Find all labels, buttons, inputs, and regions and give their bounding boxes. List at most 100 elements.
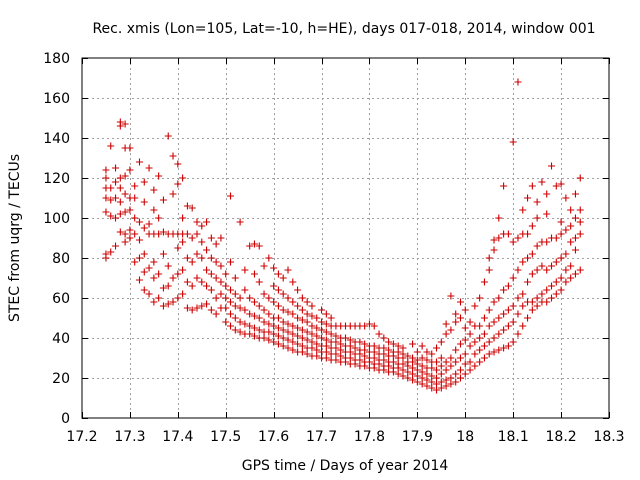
data-point <box>250 332 258 340</box>
data-point <box>370 354 378 362</box>
data-point <box>222 304 230 312</box>
data-point <box>562 250 570 258</box>
data-point <box>193 250 201 258</box>
data-point <box>308 344 316 352</box>
data-point <box>298 294 306 302</box>
data-point <box>433 380 441 388</box>
data-point <box>514 294 522 302</box>
y-tick-label: 0 <box>61 411 70 427</box>
data-point <box>203 300 211 308</box>
data-point <box>413 372 421 380</box>
y-tick-label: 100 <box>43 211 70 227</box>
data-point <box>380 334 388 342</box>
data-point <box>236 328 244 336</box>
data-point <box>265 336 273 344</box>
data-point <box>385 346 393 354</box>
data-point <box>116 184 124 192</box>
data-point <box>552 278 560 286</box>
data-point <box>164 300 172 308</box>
data-point <box>174 270 182 278</box>
data-point <box>212 294 220 302</box>
data-point <box>471 350 479 358</box>
data-point <box>548 162 556 170</box>
data-point <box>447 380 455 388</box>
data-point <box>342 334 349 342</box>
data-point <box>456 354 464 362</box>
data-point <box>135 276 143 284</box>
y-tick-label: 160 <box>43 91 70 107</box>
data-point <box>485 350 493 358</box>
data-point <box>361 352 369 360</box>
data-point <box>452 310 460 318</box>
data-point <box>461 324 469 332</box>
data-point <box>140 250 148 258</box>
data-point <box>476 358 484 366</box>
data-point <box>490 318 498 326</box>
data-point <box>135 218 143 226</box>
data-point <box>318 326 326 334</box>
data-point <box>294 286 302 294</box>
data-point <box>562 266 570 274</box>
data-point <box>193 304 201 312</box>
data-point <box>313 332 321 340</box>
data-point <box>174 294 182 302</box>
data-point <box>480 330 488 338</box>
data-point <box>241 286 249 294</box>
data-point <box>485 338 493 346</box>
data-point <box>524 314 532 322</box>
data-point <box>270 330 278 338</box>
data-point <box>504 322 512 330</box>
data-point <box>294 302 302 310</box>
data-point <box>500 344 508 352</box>
data-point <box>140 224 148 232</box>
data-point <box>121 190 129 198</box>
data-point <box>145 220 153 228</box>
data-point <box>107 184 115 192</box>
data-point <box>509 338 517 346</box>
data-point <box>576 218 584 226</box>
data-point <box>567 238 575 246</box>
data-point <box>557 180 565 188</box>
data-point <box>303 298 311 306</box>
data-point <box>241 266 249 274</box>
data-point <box>203 282 211 290</box>
data-point <box>423 382 431 390</box>
data-point <box>102 166 110 174</box>
data-point <box>135 236 143 244</box>
plot-frame <box>81 57 610 419</box>
data-point <box>404 352 412 360</box>
data-point <box>552 182 560 190</box>
data-point <box>227 322 235 330</box>
data-point <box>183 278 191 286</box>
data-point <box>284 294 292 302</box>
data-point <box>289 310 297 318</box>
data-point <box>279 342 287 350</box>
data-point <box>437 362 445 370</box>
data-point <box>279 326 287 334</box>
data-point <box>284 344 292 352</box>
data-point <box>571 234 579 242</box>
data-point <box>461 350 469 358</box>
data-point <box>571 214 579 222</box>
y-axis-label: STEC from uqrg / TECUs <box>7 154 23 322</box>
data-point <box>322 354 330 362</box>
data-point <box>313 324 321 332</box>
data-point <box>303 350 311 358</box>
data-point <box>131 182 139 190</box>
data-point <box>456 340 464 348</box>
data-point <box>413 378 421 386</box>
data-point <box>274 324 282 332</box>
data-point <box>164 262 172 270</box>
data-point <box>298 342 306 350</box>
data-point <box>409 364 417 372</box>
data-point <box>150 186 158 194</box>
data-point <box>428 350 436 358</box>
data-point <box>179 290 187 298</box>
data-point <box>533 198 541 206</box>
data-point <box>576 206 584 214</box>
data-point <box>490 298 498 306</box>
data-point <box>380 350 388 358</box>
data-point <box>265 320 273 328</box>
data-point <box>322 348 330 356</box>
